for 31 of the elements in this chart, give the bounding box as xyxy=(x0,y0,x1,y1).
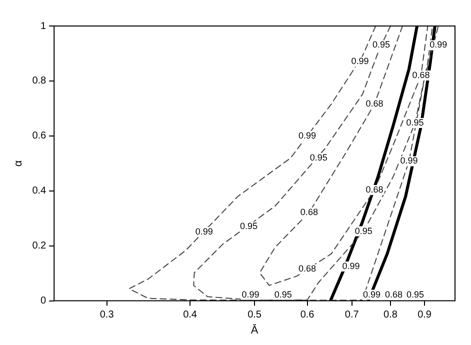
annotation: 0.68 xyxy=(298,264,316,274)
annotation: 0.95 xyxy=(372,40,390,50)
x-tick-label: 0.6 xyxy=(300,310,315,321)
y-tick-label: 0.6 xyxy=(32,130,47,142)
annotation: 0.99 xyxy=(363,289,381,300)
annotation: 0.68 xyxy=(366,98,384,109)
annotation: 0.99 xyxy=(430,40,448,50)
annotation: 0.95 xyxy=(240,221,258,232)
x-tick-label: 0.5 xyxy=(248,310,262,321)
x-axis-title: Ā xyxy=(250,323,259,336)
annotation: 0.95 xyxy=(274,289,292,300)
x-tick-label: 0.3 xyxy=(100,310,114,321)
annotation: 0.99 xyxy=(242,289,260,300)
x-tick-label: 0.7 xyxy=(344,310,360,321)
annotation: 0.95 xyxy=(310,152,328,162)
annotation: 0.95 xyxy=(406,289,424,300)
y-tick-label: 1 xyxy=(40,20,47,32)
annotation: 0.99 xyxy=(342,260,360,271)
y-tick-label: 0.8 xyxy=(32,76,47,87)
annotation: 0.99 xyxy=(298,130,316,140)
y-tick-label: 0 xyxy=(40,296,47,307)
annotation: 0.99 xyxy=(195,226,213,237)
x-tick-label: 0.4 xyxy=(183,310,198,321)
x-tick-label: 0.8 xyxy=(384,310,398,321)
annotation: 0.99 xyxy=(351,56,369,66)
y-tick-label: 0.2 xyxy=(32,240,47,252)
y-axis-title: α xyxy=(12,160,25,167)
y-tick-label: 0.4 xyxy=(32,186,47,197)
annotation: 0.68 xyxy=(384,289,403,300)
annotation: 0.68 xyxy=(300,206,318,217)
x-tick-label: 0.9 xyxy=(418,310,432,321)
